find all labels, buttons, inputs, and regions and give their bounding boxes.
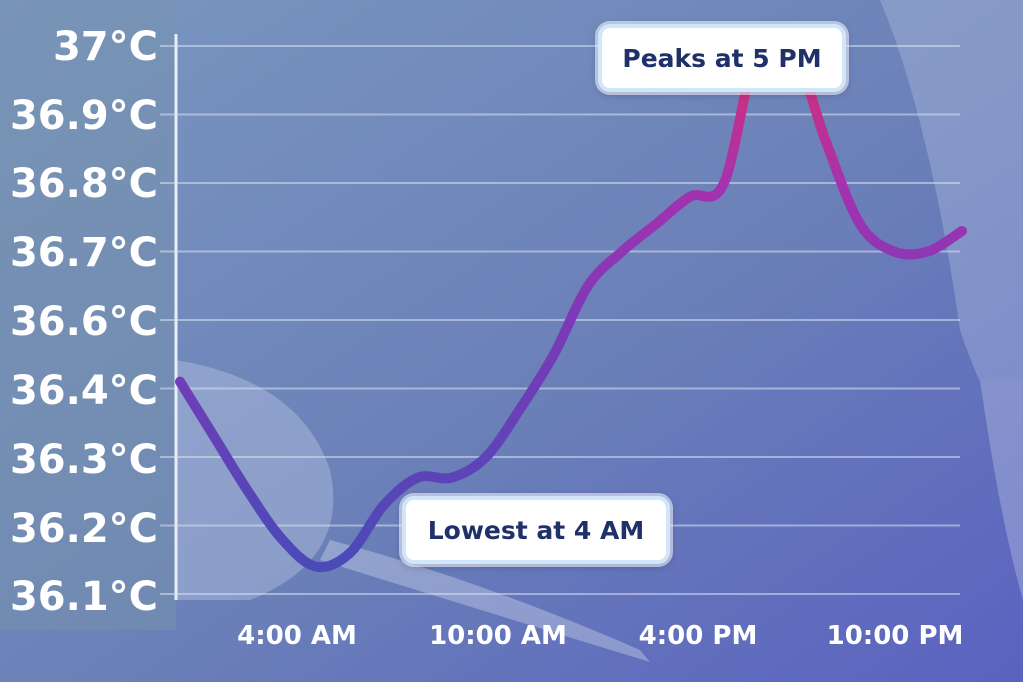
data-point	[550, 350, 558, 358]
data-point	[176, 378, 184, 386]
peak-annotation: Peaks at 5 PM	[598, 24, 846, 92]
x-tick-label: 4:00 PM	[639, 621, 758, 651]
data-point	[584, 282, 592, 290]
data-point	[856, 220, 864, 228]
data-point	[244, 487, 252, 495]
data-point	[414, 474, 422, 482]
y-tick-label: 36.3°C	[10, 437, 158, 483]
x-axis-tick-labels: 4:00 AM 10:00 AM 4:00 PM 10:00 PM	[237, 621, 963, 651]
data-point	[380, 501, 388, 509]
data-point	[346, 549, 354, 557]
data-point	[924, 248, 932, 256]
data-point	[822, 138, 830, 146]
y-tick-label: 36.2°C	[10, 506, 158, 552]
data-point	[448, 474, 456, 482]
data-point	[890, 248, 898, 256]
data-point	[482, 453, 490, 461]
y-tick-label: 36.8°C	[10, 161, 158, 207]
y-tick-label: 37°C	[53, 24, 158, 70]
background-decoration	[175, 0, 1023, 662]
y-tick-label: 36.7°C	[10, 230, 158, 276]
data-point	[618, 248, 626, 256]
data-point	[278, 535, 286, 543]
x-tick-label: 10:00 AM	[429, 621, 567, 651]
data-point	[686, 193, 694, 201]
data-point	[210, 432, 218, 440]
y-axis-tick-labels: 36.1°C 36.2°C 36.3°C 36.4°C 36.6°C 36.7°C 36.8…	[10, 24, 158, 620]
x-tick-label: 4:00 AM	[237, 621, 357, 651]
data-point	[312, 563, 320, 571]
lowest-annotation: Lowest at 4 AM	[402, 496, 670, 564]
data-point	[958, 227, 966, 235]
data-point	[652, 220, 660, 228]
y-axis-label-panel	[0, 0, 176, 630]
y-tick-label: 36.9°C	[10, 93, 158, 139]
y-tick-label: 36.6°C	[10, 299, 158, 345]
data-point	[516, 405, 524, 413]
data-point	[720, 179, 728, 187]
x-tick-label: 10:00 PM	[827, 621, 964, 651]
y-tick-label: 36.1°C	[10, 574, 158, 620]
temperature-series-line	[175, 26, 967, 573]
y-tick-label: 36.4°C	[10, 368, 158, 414]
